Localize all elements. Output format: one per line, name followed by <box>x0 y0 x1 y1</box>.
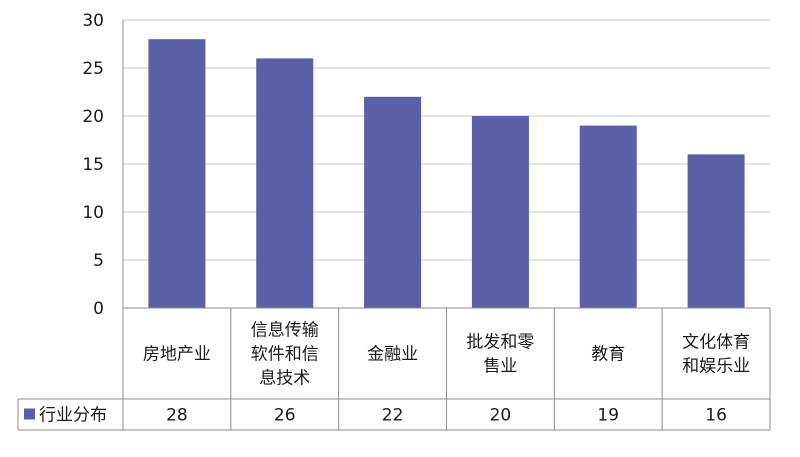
category-label-line: 教育 <box>591 345 625 365</box>
value-label: 22 <box>382 406 404 426</box>
y-axis-tick-labels: 0 5 10 15 20 25 30 <box>82 11 104 319</box>
y-tick-label: 0 <box>93 299 104 319</box>
bar <box>256 58 314 309</box>
category-label: 教育 <box>591 345 625 365</box>
bar <box>148 39 206 308</box>
category-label: 信息传输软件和信息技术 <box>251 321 319 389</box>
value-label: 20 <box>490 406 512 426</box>
bar <box>579 125 637 308</box>
category-label: 文化体育和娱乐业 <box>682 333 750 377</box>
category-labels: 房地产业 信息传输软件和信息技术 金融业 批发和零售业 教育 文化体育和娱乐业 <box>143 321 750 389</box>
y-tick-label: 30 <box>82 11 104 31</box>
data-table <box>17 307 771 431</box>
category-label-line: 息技术 <box>259 369 310 389</box>
bar <box>687 154 745 308</box>
category-label-line: 软件和信 <box>251 345 319 365</box>
bars <box>148 39 745 309</box>
category-label: 房地产业 <box>143 345 211 365</box>
value-label: 28 <box>166 406 188 426</box>
value-label: 16 <box>705 406 727 426</box>
category-label-line: 售业 <box>483 357 517 377</box>
bar <box>471 116 529 308</box>
category-label-line: 文化体育 <box>682 333 750 353</box>
category-label-line: 金融业 <box>367 345 418 365</box>
legend: 行业分布 <box>24 406 107 426</box>
category-label: 金融业 <box>367 345 418 365</box>
category-label-line: 和娱乐业 <box>682 357 750 377</box>
bar <box>364 96 422 308</box>
value-label: 19 <box>597 406 619 426</box>
y-tick-label: 15 <box>82 155 104 175</box>
y-tick-label: 25 <box>82 59 104 79</box>
y-tick-label: 10 <box>82 203 104 223</box>
category-label: 批发和零售业 <box>466 333 534 377</box>
value-labels: 28 26 22 20 19 16 <box>166 406 727 426</box>
y-tick-label: 5 <box>93 251 104 271</box>
category-label-line: 信息传输 <box>251 321 319 341</box>
value-label: 26 <box>274 406 296 426</box>
legend-key <box>24 408 35 420</box>
gridlines <box>122 19 770 430</box>
category-label-line: 批发和零 <box>466 333 534 353</box>
y-tick-label: 20 <box>82 107 104 127</box>
legend-label: 行业分布 <box>39 406 107 426</box>
category-label-line: 房地产业 <box>143 345 211 365</box>
